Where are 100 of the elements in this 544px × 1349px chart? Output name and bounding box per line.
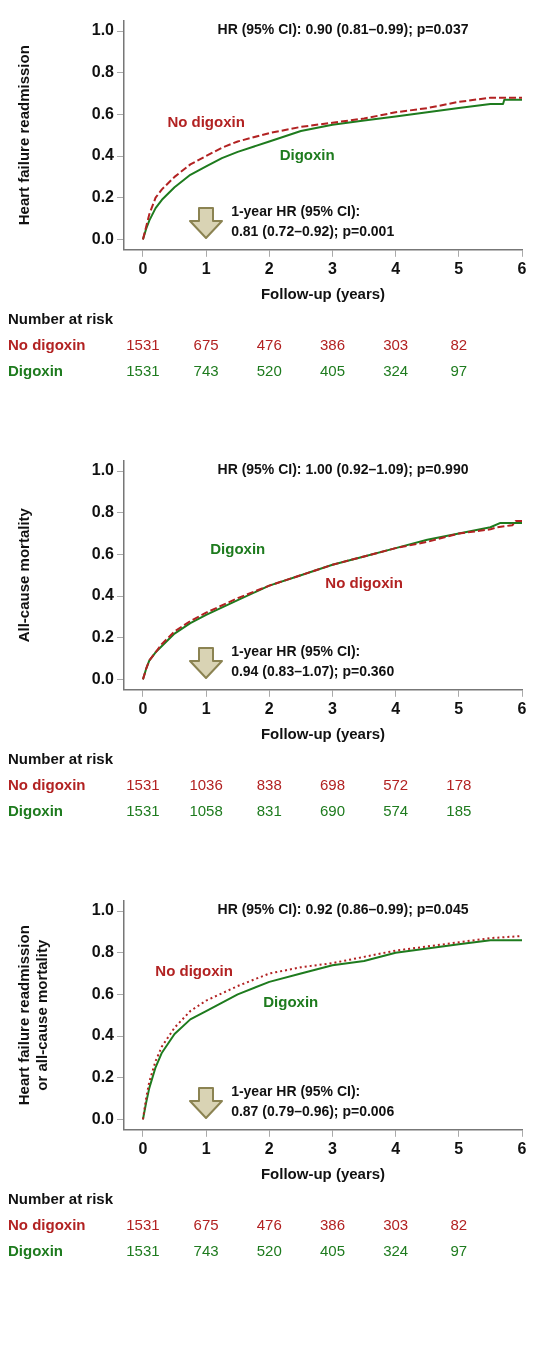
x-tick-label: 3 — [328, 1139, 338, 1157]
text: 1531 — [125, 1242, 161, 1259]
x-tick-label: 2 — [264, 699, 274, 717]
x-tick-label: 6 — [517, 259, 527, 277]
text: 831 — [255, 802, 283, 819]
text: Number at risk — [8, 750, 114, 767]
x-tick-label: 5 — [454, 259, 464, 277]
text: 476 — [255, 1216, 283, 1233]
y-tick-label: 0.6 — [91, 984, 115, 1002]
text: 1036 — [188, 776, 224, 793]
text: 1531 — [125, 1216, 161, 1233]
x-tick-label: 6 — [517, 1139, 527, 1157]
text: Digoxin — [8, 1242, 63, 1259]
text: Number at risk — [8, 1190, 114, 1207]
y-axis-title: Heart failure readmission — [15, 45, 33, 226]
annotation: 1-year HR (95% CI): — [231, 1083, 361, 1100]
series-label: No digoxin — [155, 961, 233, 979]
text: 386 — [318, 1216, 346, 1233]
text: 1531 — [125, 336, 161, 353]
text: 1531 — [125, 802, 161, 819]
text: 82 — [449, 1216, 469, 1233]
text: 675 — [192, 336, 220, 353]
x-tick-label: 2 — [264, 1139, 274, 1157]
text: 698 — [318, 776, 346, 793]
text: 743 — [192, 362, 220, 379]
annotation: 0.94 (0.83–1.07); p=0.360 — [231, 663, 395, 680]
text: 324 — [382, 362, 410, 379]
x-tick-label: 2 — [264, 259, 274, 277]
text: Digoxin — [8, 802, 63, 819]
text: 178 — [445, 776, 473, 793]
text: 743 — [192, 1242, 220, 1259]
x-tick-label: 4 — [391, 699, 401, 717]
text: 520 — [255, 1242, 283, 1259]
text: 405 — [318, 362, 346, 379]
y-tick-label: 0.2 — [91, 188, 115, 206]
text: 324 — [382, 1242, 410, 1259]
y-tick-label: 0.2 — [91, 628, 115, 646]
x-tick-label: 5 — [454, 699, 464, 717]
x-tick-label: 3 — [328, 699, 338, 717]
text: 1058 — [188, 802, 224, 819]
x-tick-label: 1 — [201, 1139, 211, 1157]
text: 675 — [192, 1216, 220, 1233]
series-label: No digoxin — [167, 112, 245, 130]
y-tick-label: 0.4 — [91, 586, 115, 604]
series-label: No digoxin — [325, 573, 403, 591]
x-tick-label: 1 — [201, 259, 211, 277]
x-tick-label: 6 — [517, 699, 527, 717]
x-tick-label: 5 — [454, 1139, 464, 1157]
text: 1531 — [125, 362, 161, 379]
x-tick-label: 0 — [138, 1139, 148, 1157]
x-tick-label: 1 — [201, 699, 211, 717]
y-tick-label: 0.8 — [91, 503, 115, 521]
y-tick-label: 1.0 — [91, 461, 115, 479]
text: Number at risk — [8, 310, 114, 327]
y-tick-label: 0.0 — [91, 669, 115, 687]
series-label: Digoxin — [279, 146, 335, 164]
text: 690 — [318, 802, 346, 819]
text: 1531 — [125, 776, 161, 793]
text: 838 — [255, 776, 283, 793]
text: 572 — [382, 776, 410, 793]
y-tick-label: 0.2 — [91, 1068, 115, 1086]
y-tick-label: 1.0 — [91, 21, 115, 39]
text: 185 — [445, 802, 473, 819]
text: 476 — [255, 336, 283, 353]
y-tick-label: 0.6 — [91, 104, 115, 122]
text: Digoxin — [8, 362, 63, 379]
text: No digoxin — [8, 1216, 86, 1233]
series-label: Digoxin — [210, 540, 266, 558]
x-tick-label: 4 — [391, 259, 401, 277]
text: No digoxin — [8, 336, 86, 353]
annotation: HR (95% CI): 0.92 (0.86–0.99); p=0.045 — [217, 901, 469, 918]
y-axis-title: All-cause mortality — [15, 507, 33, 643]
annotation: HR (95% CI): 1.00 (0.92–1.09); p=0.990 — [217, 461, 469, 478]
annotation: 0.87 (0.79–0.96); p=0.006 — [231, 1103, 395, 1120]
annotation: 1-year HR (95% CI): — [231, 203, 361, 220]
text: 386 — [318, 336, 346, 353]
text: 97 — [449, 362, 469, 379]
y-axis-title: Heart failure readmission or all-cause mortality — [15, 925, 51, 1106]
annotation: 1-year HR (95% CI): — [231, 643, 361, 660]
text: 303 — [382, 336, 410, 353]
y-tick-label: 0.8 — [91, 63, 115, 81]
y-tick-label: 0.4 — [91, 1026, 115, 1044]
y-tick-label: 0.0 — [91, 1109, 115, 1127]
x-axis-title: Follow-up (years) — [260, 1165, 386, 1183]
text: 405 — [318, 1242, 346, 1259]
x-tick-label: 0 — [138, 259, 148, 277]
y-tick-label: 1.0 — [91, 901, 115, 919]
y-tick-label: 0.6 — [91, 544, 115, 562]
text: 97 — [449, 1242, 469, 1259]
x-tick-label: 3 — [328, 259, 338, 277]
y-tick-label: 0.0 — [91, 229, 115, 247]
text: 520 — [255, 362, 283, 379]
x-axis-title: Follow-up (years) — [260, 285, 386, 303]
annotation: HR (95% CI): 0.90 (0.81–0.99); p=0.037 — [217, 21, 469, 38]
text: 574 — [382, 802, 410, 819]
x-axis-title: Follow-up (years) — [260, 725, 386, 743]
text: No digoxin — [8, 776, 86, 793]
x-tick-label: 4 — [391, 1139, 401, 1157]
text: 303 — [382, 1216, 410, 1233]
y-tick-label: 0.8 — [91, 943, 115, 961]
